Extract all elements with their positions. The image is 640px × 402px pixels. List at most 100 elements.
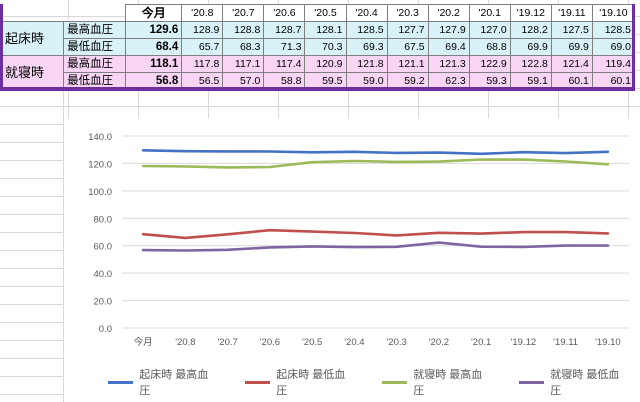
header-cell[interactable]: '19.11 — [550, 4, 593, 22]
series-line-3 — [141, 158, 610, 169]
table-cell[interactable]: 129.6 — [125, 21, 183, 39]
x-tick-label: '20.3 — [386, 337, 406, 348]
y-tick-label: 0.0 — [99, 324, 112, 335]
table-cell[interactable]: 119.4 — [591, 55, 636, 73]
header-cell[interactable]: 今月 — [125, 4, 183, 22]
table-cell[interactable]: 69.9 — [550, 38, 593, 56]
legend-item-2[interactable]: 起床時 最低血圧 — [245, 366, 354, 398]
legend-swatch — [108, 380, 134, 384]
table-row: 最低血圧 56.8 56.5 57.0 58.8 59.5 59.0 59.2 … — [0, 72, 636, 90]
row-label[interactable]: 最低血圧 — [63, 38, 127, 56]
table-cell[interactable]: 118.1 — [125, 55, 183, 73]
row-label[interactable]: 最高血圧 — [63, 55, 127, 73]
table-corner — [1, 5, 126, 22]
x-tick-label: '19.11 — [553, 337, 578, 348]
legend-item-1[interactable]: 起床時 最高血圧 — [108, 366, 217, 398]
group-label-wake[interactable]: 起床時 — [0, 21, 65, 56]
y-tick-label: 80.0 — [94, 214, 113, 225]
table-cell[interactable]: 69.4 — [427, 38, 470, 56]
y-tick-label: 40.0 — [94, 269, 113, 280]
table-cell[interactable]: 117.1 — [222, 55, 265, 73]
table-cell[interactable]: 128.7 — [263, 21, 306, 39]
table-cell[interactable]: 121.1 — [386, 55, 429, 73]
y-tick-label: 140.0 — [88, 132, 112, 143]
y-tick-label: 100.0 — [88, 187, 112, 198]
series-line-1 — [141, 148, 610, 156]
group-label-bedtime[interactable]: 就寝時 — [0, 55, 65, 90]
table-cell[interactable]: 122.8 — [509, 55, 552, 73]
header-cell[interactable]: '20.2 — [427, 4, 470, 22]
table-cell[interactable]: 65.7 — [181, 38, 224, 56]
legend-label: 起床時 最高血圧 — [139, 369, 209, 397]
table-cell[interactable]: 68.8 — [468, 38, 511, 56]
series-line-2 — [141, 228, 610, 240]
table-cell[interactable]: 68.4 — [125, 38, 183, 56]
legend-item-4[interactable]: 就寝時 最低血圧 — [519, 366, 628, 398]
header-cell[interactable]: '20.4 — [345, 4, 388, 22]
x-tick-label: '20.4 — [344, 337, 364, 348]
table-cell[interactable]: 68.3 — [222, 38, 265, 56]
header-cell[interactable]: '20.1 — [468, 4, 511, 22]
row-label[interactable]: 最低血圧 — [63, 72, 127, 90]
blood-pressure-table: 今月 '20.8 '20.7 '20.6 '20.5 '20.4 '20.3 '… — [0, 4, 636, 90]
x-tick-label: '19.12 — [511, 337, 537, 348]
table-cell[interactable]: 56.5 — [181, 72, 224, 90]
table-row: 最低血圧 68.4 65.7 68.3 71.3 70.3 69.3 67.5 … — [0, 38, 636, 56]
header-cell[interactable]: '20.6 — [263, 4, 306, 22]
header-cell[interactable]: '19.12 — [509, 4, 552, 22]
x-tick-label: '20.7 — [217, 337, 237, 348]
table-cell[interactable]: 128.2 — [509, 21, 552, 39]
table-cell[interactable]: 121.4 — [550, 55, 593, 73]
table-cell[interactable]: 70.3 — [304, 38, 347, 56]
table-cell[interactable]: 69.9 — [509, 38, 552, 56]
header-cell[interactable]: '20.5 — [304, 4, 347, 22]
y-tick-label: 120.0 — [88, 159, 112, 170]
line-chart[interactable]: 0.0 20.0 40.0 60.0 80.0 100.0 120.0 140.0 今月 '20.… — [63, 118, 640, 402]
chart-legend[interactable]: 起床時 最高血圧 起床時 最低血圧 就寝時 最高血圧 就寝時 最低血圧 — [108, 369, 628, 397]
series-line-4 — [141, 241, 610, 252]
y-tick-label: 60.0 — [94, 242, 113, 253]
table-cell[interactable]: 128.1 — [304, 21, 347, 39]
table-cell[interactable]: 128.5 — [591, 21, 636, 39]
table-border-bottom — [0, 87, 635, 91]
table-cell[interactable]: 122.9 — [468, 55, 511, 73]
x-tick-label: '19.10 — [595, 337, 621, 348]
spreadsheet-column-a — [0, 86, 64, 402]
row-label[interactable]: 最高血圧 — [63, 21, 127, 39]
x-tick-label: '20.2 — [429, 337, 449, 348]
table-cell[interactable]: 117.4 — [263, 55, 306, 73]
table-cell[interactable]: 121.8 — [345, 55, 388, 73]
table-cell[interactable]: 128.8 — [222, 21, 265, 39]
table-cell[interactable]: 59.2 — [386, 72, 429, 90]
table-cell[interactable]: 127.9 — [427, 21, 470, 39]
legend-label: 起床時 最低血圧 — [276, 369, 346, 397]
table-cell[interactable]: 67.5 — [386, 38, 429, 56]
table-cell[interactable]: 127.0 — [468, 21, 511, 39]
header-cell[interactable]: '19.10 — [591, 4, 636, 22]
table-cell[interactable]: 120.9 — [304, 55, 347, 73]
legend-item-3[interactable]: 就寝時 最高血圧 — [382, 366, 491, 398]
chart-plot-area: 0.0 20.0 40.0 60.0 80.0 100.0 120.0 140.0 今月 '20.… — [88, 132, 629, 348]
x-tick-label: '20.5 — [302, 337, 322, 348]
table-cell[interactable]: 121.3 — [427, 55, 470, 73]
table-cell[interactable]: 127.7 — [386, 21, 429, 39]
header-cell[interactable]: '20.3 — [386, 4, 429, 22]
table-cell[interactable]: 128.9 — [181, 21, 224, 39]
header-cell[interactable]: '20.8 — [181, 4, 224, 22]
header-row: 今月 '20.8 '20.7 '20.6 '20.5 '20.4 '20.3 '… — [1, 4, 636, 22]
table-border-left — [0, 4, 3, 90]
table-cell[interactable]: 69.3 — [345, 38, 388, 56]
x-tick-label: '20.8 — [175, 337, 195, 348]
table-cell[interactable]: 128.5 — [345, 21, 388, 39]
x-tick-label: 今月 — [134, 336, 153, 348]
table-cell[interactable]: 62.3 — [427, 72, 470, 90]
legend-label: 就寝時 最高血圧 — [413, 369, 483, 397]
table-cell[interactable]: 117.8 — [181, 55, 224, 73]
legend-label: 就寝時 最低血圧 — [550, 369, 620, 397]
table-row: 起床時 最高血圧 129.6 128.9 128.8 128.7 128.1 1… — [0, 21, 636, 56]
header-cell[interactable]: '20.7 — [222, 4, 265, 22]
table-border-right — [632, 4, 635, 90]
table-cell[interactable]: 127.5 — [550, 21, 593, 39]
table-cell[interactable]: 71.3 — [263, 38, 306, 56]
table-cell[interactable]: 69.0 — [591, 38, 636, 56]
